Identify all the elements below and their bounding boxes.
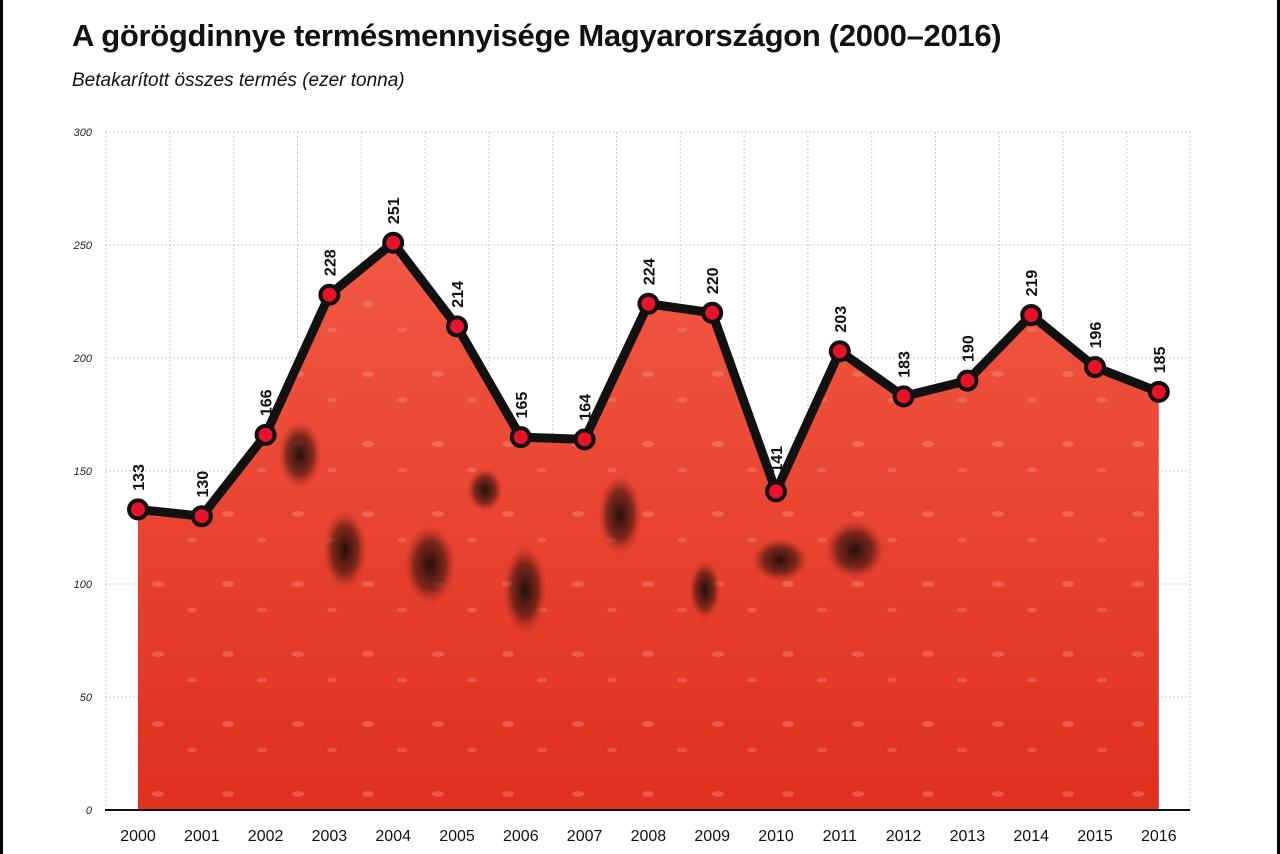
x-tick-label: 2003 (312, 828, 348, 845)
data-label: 228 (322, 249, 339, 276)
seed-decoration (598, 475, 642, 555)
x-tick-label: 2005 (439, 828, 475, 845)
data-label: 224 (641, 258, 658, 285)
data-label: 214 (450, 281, 467, 308)
frame-right-border (1277, 0, 1280, 854)
data-label: 183 (897, 351, 914, 378)
axis-layer: 0 50 100 150 200 250 300 2000 2001 2002 2003 2004 20… (73, 127, 1190, 845)
data-label: 185 (1152, 346, 1169, 373)
seed-decoration (404, 525, 456, 605)
x-tick-label: 2007 (567, 828, 603, 845)
data-label: 220 (705, 267, 722, 294)
seed-decoration (503, 545, 547, 635)
x-tick-label: 2011 (823, 828, 858, 845)
seed-decoration (689, 560, 721, 620)
data-point-marker (509, 426, 532, 449)
seed-decoration (752, 538, 808, 582)
x-tick-label: 2010 (758, 828, 794, 845)
x-tick-label: 2000 (120, 828, 156, 845)
chart-subtitle: Betakarított összes termés (ezer tonna) (72, 70, 405, 91)
data-point-marker (254, 423, 277, 446)
x-tick-label: 2012 (886, 828, 922, 845)
data-label: 133 (131, 464, 148, 491)
data-point-marker (892, 385, 915, 408)
data-point-marker (956, 369, 979, 392)
x-tick-label: 2014 (1013, 828, 1049, 845)
data-label: 165 (514, 392, 531, 419)
data-point-marker (573, 428, 596, 451)
watermelon-area (138, 242, 1159, 810)
seed-decoration (323, 510, 367, 590)
line-layer (127, 231, 1170, 528)
data-point-marker (701, 301, 724, 324)
data-label: 141 (769, 446, 786, 473)
x-tick-label: 2001 (184, 828, 220, 845)
data-point-marker (828, 340, 851, 363)
data-label: 203 (833, 306, 850, 333)
x-tick-label: 2013 (950, 828, 986, 845)
y-tick-label: 50 (80, 692, 93, 704)
seed-decoration (467, 468, 503, 512)
x-tick-label: 2004 (375, 828, 411, 845)
data-label: 251 (386, 197, 403, 224)
area-layer (138, 242, 1159, 810)
area-texture (138, 242, 1159, 810)
seed-decoration (825, 520, 885, 580)
x-tick-label: 2015 (1077, 828, 1113, 845)
data-point-marker (190, 505, 213, 528)
x-tick-label: 2008 (631, 828, 667, 845)
data-point-marker (1147, 380, 1170, 403)
data-point-marker (446, 315, 468, 338)
data-label: 190 (960, 335, 977, 362)
label-layer: 133 130 166 228 251 214 165 164 224 220 141 203 183 1… (131, 197, 1169, 497)
y-tick-label: 200 (73, 353, 93, 365)
frame-left-border (0, 0, 3, 854)
x-tick-label: 2002 (248, 828, 284, 845)
data-label: 164 (578, 394, 595, 421)
data-point-marker (382, 231, 405, 254)
data-label: 219 (1024, 270, 1041, 297)
y-tick-label: 150 (74, 466, 93, 478)
data-point-marker (318, 283, 341, 306)
data-point-marker (765, 480, 787, 503)
data-point-marker (1020, 304, 1043, 327)
data-point-marker (1084, 356, 1106, 379)
x-tick-label: 2009 (694, 828, 730, 845)
y-tick-label: 0 (86, 805, 93, 817)
data-point-marker (127, 498, 149, 521)
data-label: 166 (259, 389, 276, 416)
x-tick-label: 2016 (1141, 828, 1177, 845)
data-label: 130 (195, 471, 212, 498)
data-label: 196 (1088, 322, 1105, 349)
data-point-marker (637, 292, 660, 315)
x-tick-label: 2006 (503, 828, 539, 845)
y-tick-label: 250 (73, 240, 93, 252)
y-tick-label: 100 (74, 579, 93, 591)
chart-title: A görögdinnye termésmennyisége Magyarors… (72, 18, 1002, 53)
y-tick-label: 300 (74, 127, 93, 139)
seed-decoration (278, 421, 322, 489)
